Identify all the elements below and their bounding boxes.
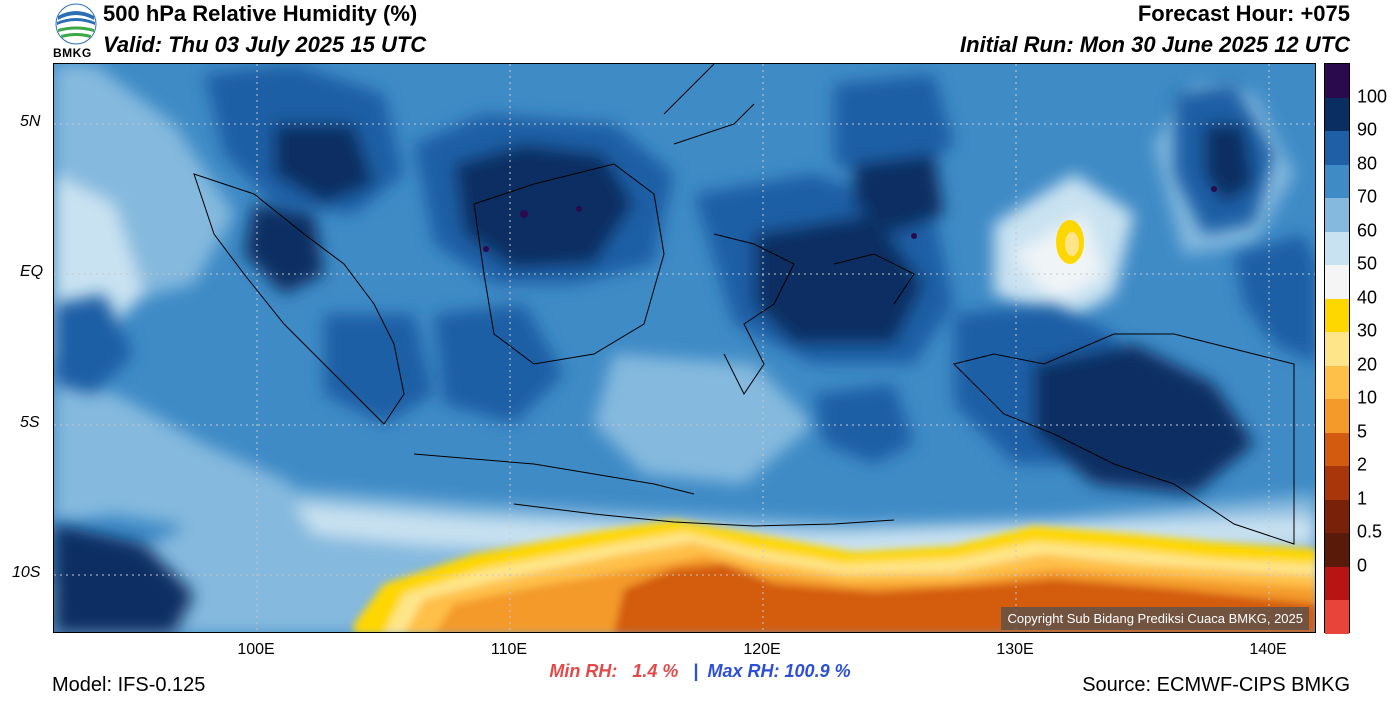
colorbar-segment — [1325, 97, 1349, 132]
colorbar-segment — [1325, 432, 1349, 467]
colorbar-label: 60 — [1357, 220, 1378, 241]
colorbar-label: 2 — [1357, 454, 1368, 475]
bmkg-logo-icon — [55, 3, 97, 45]
colorbar — [1324, 63, 1350, 634]
model-label: Model: IFS-0.125 — [52, 674, 206, 696]
colorbar-label: 10 — [1357, 387, 1378, 408]
colorbar-label: 80 — [1357, 153, 1378, 174]
max-rh-value: 100.9 % — [784, 661, 851, 681]
colorbar-segment — [1325, 533, 1349, 567]
colorbar-segment — [1325, 365, 1349, 400]
lon-label-110e: 110E — [490, 641, 528, 658]
rh-stats: Min RH: 1.4 % | Max RH: 100.9 % — [0, 661, 1400, 682]
lat-label-5s: 5S — [20, 414, 40, 431]
forecast-hour: Forecast Hour: +075 — [1137, 1, 1350, 26]
lat-label-5n: 5N — [20, 113, 41, 130]
colorbar-segment — [1325, 164, 1349, 199]
colorbar-segment — [1325, 466, 1349, 500]
colorbar-segment — [1325, 332, 1349, 366]
colorbar-segment — [1325, 64, 1349, 98]
copyright-notice: Copyright Sub Bidang Prediksi Cuaca BMKG… — [1001, 607, 1309, 630]
colorbar-label: 100 — [1357, 86, 1388, 107]
stats-separator: | — [693, 661, 699, 681]
humidity-map: Copyright Sub Bidang Prediksi Cuaca BMKG… — [53, 63, 1316, 633]
min-rh-value: 1.4 % — [632, 661, 679, 681]
min-rh-label: Min RH: — [549, 661, 618, 681]
lat-label-10s: 10S — [12, 564, 41, 581]
colorbar-segment — [1325, 131, 1349, 165]
colorbar-segment — [1325, 231, 1349, 266]
colorbar-segment — [1325, 600, 1349, 634]
colorbar-label: 90 — [1357, 119, 1378, 140]
colorbar-label: 20 — [1357, 354, 1378, 375]
initial-run: Initial Run: Mon 30 June 2025 12 UTC — [960, 32, 1350, 57]
lon-label-130e: 130E — [996, 641, 1034, 658]
logo-text: BMKG — [53, 46, 92, 60]
coastlines — [193, 64, 1295, 545]
colorbar-label: 1 — [1357, 488, 1368, 509]
humidity-field — [54, 64, 1315, 632]
colorbar-label: 40 — [1357, 287, 1378, 308]
max-rh-label: Max RH: — [707, 661, 780, 681]
colorbar-segment — [1325, 399, 1349, 433]
colorbar-label: 70 — [1357, 186, 1378, 207]
source-label: Source: ECMWF-CIPS BMKG — [1082, 674, 1350, 696]
valid-time: Valid: Thu 03 July 2025 15 UTC — [103, 32, 427, 57]
colorbar-label: 50 — [1357, 253, 1378, 274]
colorbar-segment — [1325, 198, 1349, 232]
colorbar-segment — [1325, 499, 1349, 534]
colorbar-label: 0.5 — [1357, 521, 1383, 542]
lat-label-eq: EQ — [20, 263, 44, 280]
colorbar-segment — [1325, 265, 1349, 299]
lon-label-120e: 120E — [743, 641, 781, 658]
lon-label-140e: 140E — [1249, 641, 1287, 658]
colorbar-label: 0 — [1357, 555, 1368, 576]
colorbar-label: 5 — [1357, 421, 1368, 442]
colorbar-label: 30 — [1357, 320, 1378, 341]
colorbar-segment — [1325, 298, 1349, 333]
colorbar-segment — [1325, 566, 1349, 601]
chart-title: 500 hPa Relative Humidity (%) — [103, 1, 418, 26]
lon-label-100e: 100E — [237, 641, 275, 658]
